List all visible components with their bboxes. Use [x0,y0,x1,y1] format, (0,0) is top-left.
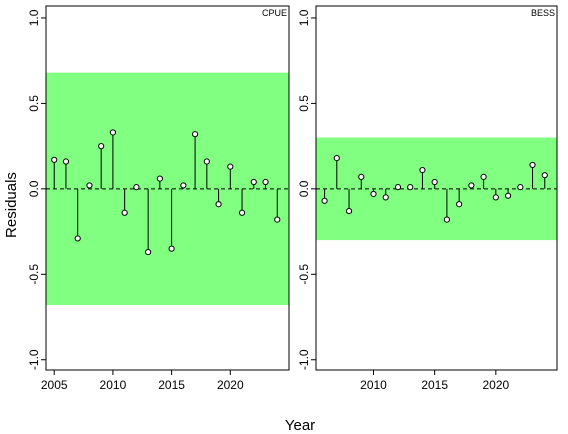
residual-point [238,209,246,216]
residual-point [145,248,152,256]
residual-point [86,182,93,189]
residual-point [133,184,140,191]
residual-point [168,245,175,252]
residual-point [504,192,512,199]
y-tick-label: 0.0 [27,180,41,197]
residual-point [492,194,499,201]
y-tick-label: 1.0 [27,9,41,26]
panel-cpue: -1.0 -0.5 0.0 0.5 1.0 2005 2010 2015 2020 CPUE [27,5,290,392]
y-tick-label: 0.0 [297,180,311,197]
residual-point [51,156,58,163]
residual-point [274,216,281,223]
x-tick-label: 2005 [41,378,68,392]
residual-point [407,184,414,191]
residual-point [321,197,328,204]
y-tick-label: -0.5 [297,264,311,285]
panel-label: BESS [531,8,555,18]
residual-point [333,154,340,162]
residual-point [250,178,257,186]
residual-point [370,190,377,198]
y-tick-label: -0.5 [27,264,41,285]
x-tick-label: 2010 [100,378,127,392]
residual-point [109,129,117,136]
panel-label: CPUE [262,8,287,18]
residual-point [419,166,426,174]
y-tick-label: -1.0 [297,349,311,370]
residual-point [382,194,389,201]
residual-point [180,182,187,189]
residual-point [468,182,475,189]
residual-point [121,209,128,216]
x-tick-label: 2020 [217,378,244,392]
x-tick-label: 2015 [421,378,448,392]
residual-point [456,201,463,208]
residual-point [541,172,548,179]
residual-point [394,184,402,191]
residual-point [443,216,450,223]
residual-point [345,207,353,215]
residual-point [74,235,81,242]
y-tick-label: -1.0 [27,349,41,370]
residual-point [529,161,536,169]
residual-point [62,158,70,165]
x-axis-title: Year [285,417,315,434]
y-tick-label: 0.5 [27,95,41,112]
residual-point [431,178,438,186]
residual-point [227,163,234,170]
y-tick-label: 1.0 [297,9,311,26]
x-tick-label: 2020 [482,378,509,392]
residual-point [358,173,365,180]
residual-point [203,158,210,165]
plot-frame [315,5,558,371]
residual-point [517,184,524,191]
panel-bess: -1.0 -0.5 0.0 0.5 1.0 2010 2015 2020 BESS [297,5,558,392]
y-tick-label: 0.5 [297,95,311,112]
plot-frame [45,5,290,371]
residual-point [262,178,269,186]
residual-point [98,143,105,150]
residual-point [156,175,163,182]
residual-point [191,131,199,138]
x-tick-label: 2015 [158,378,185,392]
residual-point [480,173,487,180]
y-axis-title: Residuals [3,172,20,238]
residual-point [215,201,222,208]
x-tick-label: 2010 [360,378,387,392]
